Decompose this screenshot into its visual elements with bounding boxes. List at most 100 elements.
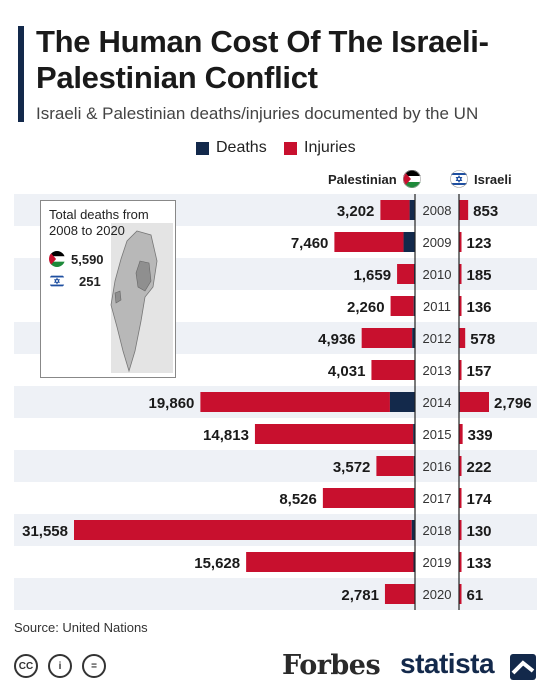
label-israeli-total: 853 bbox=[473, 203, 498, 220]
bar-palestinian-injuries bbox=[322, 488, 415, 508]
palestine-flag-icon bbox=[402, 170, 421, 188]
statista-logo-icon bbox=[510, 654, 536, 680]
label-israeli-total: 133 bbox=[467, 555, 492, 572]
legend-swatch-injuries bbox=[284, 141, 297, 155]
chart-title: The Human Cost Of The Israeli-Palestinia… bbox=[36, 24, 489, 95]
label-palestinian-total: 31,558 bbox=[22, 523, 68, 540]
year-label: 2016 bbox=[423, 459, 452, 474]
label-israeli-total: 130 bbox=[467, 523, 492, 540]
column-label-israeli: Israeli bbox=[474, 171, 512, 187]
year-label: 2020 bbox=[423, 587, 452, 602]
total-deaths-inset: Total deaths from 2008 to 2020 5,590 251 bbox=[40, 200, 176, 378]
bar-palestinian-deaths bbox=[409, 200, 415, 220]
legend-label-injuries: Injuries bbox=[304, 139, 356, 156]
bar-palestinian-deaths bbox=[411, 520, 415, 540]
title-accent-bar bbox=[18, 26, 24, 122]
no-derivatives-icon: = bbox=[82, 654, 106, 678]
israel-palestine-map-icon bbox=[110, 223, 173, 373]
bar-israeli-injuries bbox=[459, 296, 462, 316]
label-palestinian-total: 14,813 bbox=[203, 427, 249, 444]
palestine-flag-icon bbox=[49, 251, 65, 267]
bar-palestinian-deaths bbox=[389, 392, 415, 412]
label-palestinian-total: 4,031 bbox=[328, 363, 366, 380]
label-palestinian-total: 15,628 bbox=[194, 555, 240, 572]
column-header-palestinian: Palestinian bbox=[328, 170, 421, 188]
year-label: 2013 bbox=[423, 363, 452, 378]
attribution-icon: i bbox=[48, 654, 72, 678]
label-israeli-total: 136 bbox=[467, 299, 492, 316]
bar-palestinian-injuries bbox=[361, 328, 413, 348]
label-palestinian-total: 1,659 bbox=[354, 267, 392, 284]
creative-commons-icon: CC bbox=[14, 654, 38, 678]
label-israeli-total: 339 bbox=[468, 427, 493, 444]
label-israeli-total: 2,796 bbox=[494, 395, 532, 412]
bar-palestinian-deaths bbox=[412, 328, 415, 348]
bar-israeli-injuries bbox=[459, 552, 462, 572]
bar-palestinian-injuries bbox=[390, 296, 414, 316]
bar-israeli-injuries bbox=[459, 584, 462, 604]
bar-palestinian-injuries bbox=[397, 264, 415, 284]
label-palestinian-total: 3,572 bbox=[333, 459, 371, 476]
forbes-logo: Forbes bbox=[282, 650, 381, 681]
year-label: 2008 bbox=[423, 203, 452, 218]
bar-palestinian-injuries bbox=[246, 552, 414, 572]
bar-palestinian-injuries bbox=[200, 392, 390, 412]
bar-palestinian-injuries bbox=[380, 200, 410, 220]
label-israeli-total: 174 bbox=[467, 491, 493, 508]
legend: Deaths Injuries bbox=[0, 139, 551, 161]
year-label: 2011 bbox=[423, 299, 451, 314]
bar-israeli-injuries bbox=[459, 200, 469, 220]
bar-palestinian-injuries bbox=[334, 232, 404, 252]
label-israeli-total: 185 bbox=[467, 267, 492, 284]
inset-row-israeli: 251 bbox=[49, 273, 101, 289]
label-palestinian-total: 2,781 bbox=[341, 587, 379, 604]
label-palestinian-total: 8,526 bbox=[279, 491, 317, 508]
year-label: 2019 bbox=[423, 555, 452, 570]
year-label: 2018 bbox=[423, 523, 452, 538]
bar-palestinian-injuries bbox=[371, 360, 415, 380]
bar-palestinian-injuries bbox=[376, 456, 414, 476]
legend-item-injuries: Injuries bbox=[284, 139, 356, 157]
column-label-palestinian: Palestinian bbox=[328, 171, 397, 187]
bar-israeli-injuries bbox=[459, 456, 462, 476]
bar-palestinian-injuries bbox=[384, 584, 415, 604]
bar-israeli-injuries bbox=[459, 232, 462, 252]
year-label: 2017 bbox=[423, 491, 452, 506]
label-palestinian-total: 3,202 bbox=[337, 203, 375, 220]
bar-palestinian-deaths bbox=[413, 424, 415, 444]
source-note: Source: United Nations bbox=[14, 620, 148, 635]
bar-israeli-injuries bbox=[459, 264, 462, 284]
bar-palestinian-deaths bbox=[403, 232, 415, 252]
bar-israeli-injuries bbox=[459, 424, 463, 444]
row-stripe bbox=[14, 578, 537, 610]
bar-palestinian-deaths bbox=[413, 552, 415, 572]
statista-logo-text: statista bbox=[400, 648, 495, 679]
israel-flag-icon bbox=[49, 273, 65, 289]
column-header-israeli: Israeli bbox=[450, 170, 512, 188]
year-label: 2012 bbox=[423, 331, 452, 346]
license-icons: CC i = bbox=[14, 654, 116, 678]
row-stripe bbox=[14, 450, 537, 482]
inset-row-palestinian: 5,590 bbox=[49, 251, 104, 267]
label-israeli-total: 222 bbox=[467, 459, 492, 476]
legend-swatch-deaths bbox=[196, 141, 209, 155]
year-label: 2014 bbox=[423, 395, 452, 410]
label-israeli-total: 157 bbox=[467, 363, 492, 380]
label-israeli-total: 123 bbox=[467, 235, 492, 252]
chart-subtitle: Israeli & Palestinian deaths/injuries do… bbox=[36, 104, 479, 123]
year-label: 2015 bbox=[423, 427, 452, 442]
bar-israeli-injuries bbox=[459, 488, 462, 508]
bar-israeli-injuries bbox=[459, 360, 462, 380]
inset-title: Total deaths from 2008 to 2020 bbox=[49, 207, 149, 238]
label-israeli-total: 61 bbox=[467, 587, 484, 604]
bar-israeli-injuries bbox=[459, 392, 489, 412]
year-label: 2009 bbox=[423, 235, 452, 250]
label-palestinian-total: 19,860 bbox=[149, 395, 195, 412]
inset-israeli-deaths: 251 bbox=[79, 273, 101, 289]
label-israeli-total: 578 bbox=[470, 331, 495, 348]
label-palestinian-total: 4,936 bbox=[318, 331, 356, 348]
bar-palestinian-injuries bbox=[74, 520, 412, 540]
label-palestinian-total: 7,460 bbox=[291, 235, 329, 252]
label-palestinian-total: 2,260 bbox=[347, 299, 385, 316]
legend-item-deaths: Deaths bbox=[196, 139, 267, 157]
